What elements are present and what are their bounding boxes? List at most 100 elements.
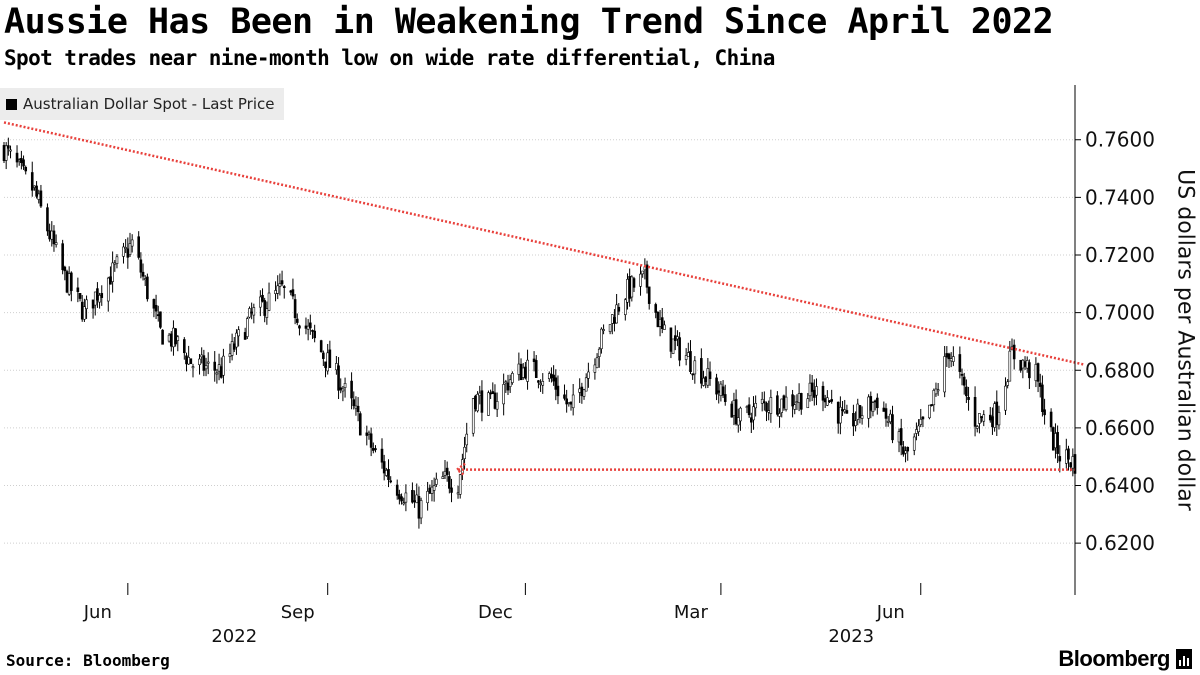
candle-body — [217, 364, 221, 372]
candle-body — [647, 286, 651, 304]
candle-body — [1067, 448, 1070, 460]
candle-body — [980, 416, 983, 419]
candle-body — [167, 334, 171, 342]
candle-body — [463, 446, 466, 460]
candle-body — [222, 355, 225, 376]
candle-body — [613, 317, 616, 324]
candle-body — [552, 374, 555, 382]
candle-body — [9, 149, 12, 152]
candle-body — [380, 448, 384, 463]
candle-body — [934, 388, 938, 395]
candle-body — [358, 413, 362, 436]
candle-body — [441, 476, 445, 479]
candle-body — [204, 365, 208, 370]
candle-body — [183, 339, 186, 354]
resistance-trendline — [3, 121, 1084, 366]
candle-body — [554, 377, 558, 390]
candle-body — [917, 425, 920, 433]
candle-body — [630, 276, 634, 298]
candle-body — [587, 371, 590, 379]
candle-body — [291, 289, 295, 297]
candle-body — [1051, 427, 1055, 451]
candle-body — [960, 373, 964, 376]
candle-body — [793, 404, 797, 410]
candle-body — [1071, 456, 1075, 469]
candle-body — [919, 418, 923, 425]
candle-body — [374, 448, 377, 451]
bloomberg-terminal-icon — [1176, 649, 1192, 669]
candle-body — [430, 486, 434, 494]
candle-body — [280, 280, 284, 285]
candle-body — [1038, 382, 1042, 387]
legend-label: Australian Dollar Spot - Last Price — [23, 95, 275, 113]
candle-body — [174, 328, 177, 345]
candle-body — [721, 386, 725, 396]
candle-body — [306, 325, 310, 330]
candle-body — [274, 290, 277, 295]
candle-body — [830, 399, 833, 402]
candle-body — [978, 413, 981, 424]
candle-body — [1006, 381, 1009, 386]
y-tick-label: 0.7400 — [1085, 185, 1155, 209]
candle-body — [395, 484, 399, 496]
candle-body — [1008, 350, 1012, 382]
candle-body — [278, 283, 282, 287]
candle-body — [569, 401, 573, 405]
candle-body — [443, 470, 447, 476]
candle-body — [821, 385, 825, 401]
y-tick-label: 0.7600 — [1085, 128, 1155, 152]
candle-body — [797, 393, 801, 403]
candle-body — [341, 388, 345, 392]
candle-body — [35, 185, 38, 197]
candle-body — [767, 410, 770, 413]
candle-body — [952, 356, 955, 362]
candle-body — [1069, 462, 1072, 468]
candle-body — [411, 490, 414, 503]
candle-body — [495, 401, 499, 410]
candle-body — [230, 341, 234, 356]
candle-body — [491, 391, 495, 395]
candle-body — [776, 395, 779, 415]
candle-body — [156, 314, 160, 317]
candle-body — [419, 500, 423, 519]
candle-body — [534, 360, 538, 378]
candle-body — [335, 363, 338, 371]
candle-body — [206, 361, 210, 364]
candle-body — [1004, 385, 1007, 411]
candle-body — [673, 335, 677, 341]
candle-body — [928, 404, 931, 419]
candle-body — [1041, 384, 1044, 412]
candle-body — [947, 353, 951, 360]
candle-body — [747, 404, 751, 416]
candle-body — [784, 396, 788, 410]
candle-body — [988, 414, 992, 421]
x-year-label: 2023 — [828, 626, 874, 647]
candle-body — [143, 278, 147, 281]
candle-body — [78, 293, 82, 299]
candle-body — [511, 373, 514, 383]
candle-body — [684, 355, 688, 360]
candle-body — [617, 306, 621, 312]
candle-body — [676, 336, 679, 340]
candle-body — [828, 400, 831, 403]
candle-body — [858, 405, 862, 418]
candle-body — [1023, 361, 1027, 367]
x-tick-label: Jun — [876, 602, 905, 623]
candle-body — [350, 380, 353, 399]
candle-body — [387, 469, 390, 480]
candle-body — [584, 377, 588, 392]
candle-body — [343, 383, 347, 388]
candle-body — [602, 329, 605, 331]
candle-body — [352, 399, 356, 407]
brand-name: Bloomberg — [1058, 646, 1170, 671]
candle-body — [904, 450, 907, 454]
candle-body — [282, 286, 286, 289]
candle-body — [732, 400, 736, 416]
source-note: Source: Bloomberg — [6, 651, 170, 670]
candle-body — [752, 406, 755, 421]
candle-body — [337, 365, 340, 391]
candle-body — [189, 358, 193, 365]
candle-body — [385, 470, 388, 476]
candle-body — [778, 413, 781, 417]
candle-body — [478, 392, 482, 396]
